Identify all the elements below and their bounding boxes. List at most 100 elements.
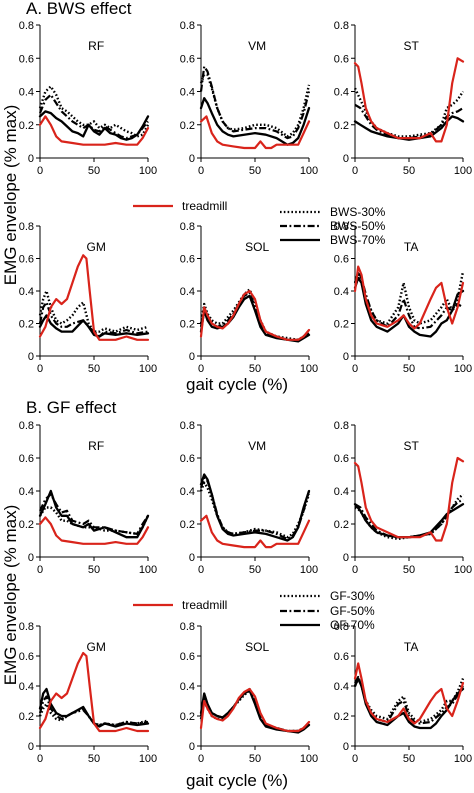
x-tick-label-a-gm: 0 — [37, 363, 43, 375]
subplot-a-gm: 0 0.2 0.4 0.6 0.8 0 50 100 GM — [19, 221, 157, 375]
subplot-b-gm: 0 0.2 0.4 0.6 0.8 0 50 100 GM — [19, 621, 157, 765]
legend-label-bws-50-: BWS-50% — [330, 219, 386, 233]
series-gf-70--b-rf — [38, 489, 150, 539]
series-treadmill-b-vm — [199, 514, 311, 549]
y-tick-label-a-vm: 0.2 — [180, 120, 195, 132]
x-tick-label-a-ta: 0 — [352, 363, 358, 375]
y-tick-label-b-rf: 0.4 — [19, 486, 34, 498]
x-tick-label-b-gm: 0 — [37, 753, 43, 765]
y-tick-label-b-vm: 0 — [189, 552, 195, 564]
muscle-label-a-gm: GM — [86, 240, 105, 254]
y-tick-label-a-gm: 0.8 — [19, 221, 34, 233]
x-tick-label-a-ta: 100 — [454, 363, 472, 375]
y-tick-label-b-sol: 0.8 — [180, 621, 195, 633]
subplot-a-rf: 0 0.2 0.4 0.6 0.8 0 50 100 RF — [19, 20, 157, 177]
muscle-label-b-st: ST — [403, 439, 419, 453]
y-tick-label-a-vm: 0 — [189, 153, 195, 165]
x-tick-label-b-ta: 0 — [352, 753, 358, 765]
y-tick-label-a-sol: 0.4 — [180, 286, 195, 298]
y-tick-label-a-gm: 0 — [28, 351, 34, 363]
x-tick-label-a-vm: 50 — [249, 165, 261, 177]
x-tick-label-b-st: 0 — [352, 564, 358, 576]
x-tick-label-b-ta: 100 — [454, 753, 472, 765]
muscle-label-b-vm: VM — [248, 439, 266, 453]
y-tick-label-a-rf: 0 — [28, 153, 34, 165]
x-tick-label-b-sol: 50 — [249, 753, 261, 765]
subplot-a-ta: 0 0.2 0.4 0.6 0.8 0 50 100 TA — [334, 221, 472, 375]
x-tick-label-b-sol: 100 — [300, 753, 318, 765]
y-tick-label-b-vm: 0.8 — [180, 420, 195, 432]
series-treadmill-b-gm — [38, 651, 150, 733]
y-tick-label-a-st: 0.8 — [334, 20, 349, 32]
x-tick-label-a-gm: 50 — [88, 363, 100, 375]
series-gf-70--b-vm — [199, 473, 311, 542]
y-tick-label-b-st: 0.4 — [334, 486, 349, 498]
y-tick-label-a-rf: 0.4 — [19, 87, 34, 99]
y-tick-label-a-st: 0.2 — [334, 120, 349, 132]
x-tick-label-b-vm: 50 — [249, 564, 261, 576]
legend-label-gf-50-: GF-50% — [330, 604, 375, 618]
subplot-b-ta: 0 0.2 0.4 0.6 0.8 0 50 100 TA — [334, 621, 472, 765]
y-tick-label-b-ta: 0.6 — [334, 651, 349, 663]
y-tick-label-a-gm: 0.2 — [19, 319, 34, 331]
series-bws-30--a-gm — [38, 289, 149, 333]
legend-a: treadmill BWS-30%BWS-50%BWS-70% — [133, 199, 386, 247]
x-tick-label-b-st: 100 — [454, 564, 472, 576]
y-axis-label-b: EMG envelope (% max) — [1, 505, 20, 685]
y-tick-label-b-vm: 0.6 — [180, 453, 195, 465]
y-tick-label-a-ta: 0.6 — [334, 254, 349, 266]
x-tick-label-a-vm: 100 — [300, 165, 318, 177]
series-bws-70--a-st — [353, 115, 465, 141]
y-tick-label-b-ta: 0.4 — [334, 681, 349, 693]
series-bws-70--a-ta — [353, 276, 465, 338]
x-tick-label-a-rf: 0 — [37, 165, 43, 177]
subplot-b-vm: 0 0.2 0.4 0.6 0.8 0 50 100 VM — [180, 420, 318, 576]
y-tick-label-a-rf: 0.6 — [19, 53, 34, 65]
series-bws-70--a-vm — [199, 97, 311, 146]
series-treadmill-a-ta — [353, 265, 465, 330]
series-bws-50--a-vm — [199, 65, 311, 140]
y-tick-label-a-sol: 0.8 — [180, 221, 195, 233]
x-tick-label-b-sol: 0 — [198, 753, 204, 765]
y-tick-label-b-gm: 0.8 — [19, 621, 34, 633]
x-tick-label-a-st: 0 — [352, 165, 358, 177]
series-gf-70--b-ta — [353, 677, 465, 730]
muscle-label-b-gm: GM — [86, 640, 105, 654]
muscle-label-a-ta: TA — [404, 240, 418, 254]
legend-label-treadmill: treadmill — [182, 598, 227, 612]
x-tick-label-a-rf: 50 — [88, 165, 100, 177]
subplot-a-vm: 0 0.2 0.4 0.6 0.8 0 50 100 VM — [180, 20, 318, 177]
y-tick-label-a-st: 0 — [343, 153, 349, 165]
y-tick-label-b-rf: 0.2 — [19, 519, 34, 531]
y-tick-label-a-sol: 0.6 — [180, 254, 195, 266]
y-tick-label-b-ta: 0.2 — [334, 711, 349, 723]
subplot-b-rf: 0 0.2 0.4 0.6 0.8 0 50 100 RF — [19, 420, 157, 576]
y-tick-label-a-ta: 0.2 — [334, 319, 349, 331]
y-tick-label-b-vm: 0.2 — [180, 519, 195, 531]
y-tick-label-a-ta: 0.4 — [334, 286, 349, 298]
x-tick-label-b-vm: 100 — [300, 564, 318, 576]
subplot-a-st: 0 0.2 0.4 0.6 0.8 0 50 100 ST — [334, 20, 472, 177]
y-tick-label-a-rf: 0.2 — [19, 120, 34, 132]
series-treadmill-b-ta — [353, 662, 465, 725]
legend-label-bws-70-: BWS-70% — [330, 233, 386, 247]
legend-label-bws-30-: BWS-30% — [330, 205, 386, 219]
series-treadmill-a-gm — [38, 254, 150, 341]
y-tick-label-a-ta: 0.8 — [334, 221, 349, 233]
y-tick-label-b-sol: 0.2 — [180, 711, 195, 723]
y-tick-label-b-st: 0.8 — [334, 420, 349, 432]
muscle-label-a-st: ST — [403, 39, 419, 53]
x-tick-label-a-ta: 50 — [403, 363, 415, 375]
series-treadmill-a-rf — [38, 115, 150, 146]
y-tick-label-b-vm: 0.4 — [180, 486, 195, 498]
y-tick-label-b-st: 0 — [343, 552, 349, 564]
x-tick-label-b-gm: 50 — [88, 753, 100, 765]
x-tick-label-b-rf: 50 — [88, 564, 100, 576]
panel-title-b: B. GF effect — [26, 398, 117, 417]
series-bws-30--a-st — [353, 87, 465, 138]
y-tick-label-b-ta: 0.8 — [334, 621, 349, 633]
y-tick-label-b-st: 0.2 — [334, 519, 349, 531]
series-treadmill-b-sol — [199, 687, 311, 733]
series-treadmill-b-st — [353, 456, 465, 542]
y-tick-label-a-vm: 0.8 — [180, 20, 195, 32]
